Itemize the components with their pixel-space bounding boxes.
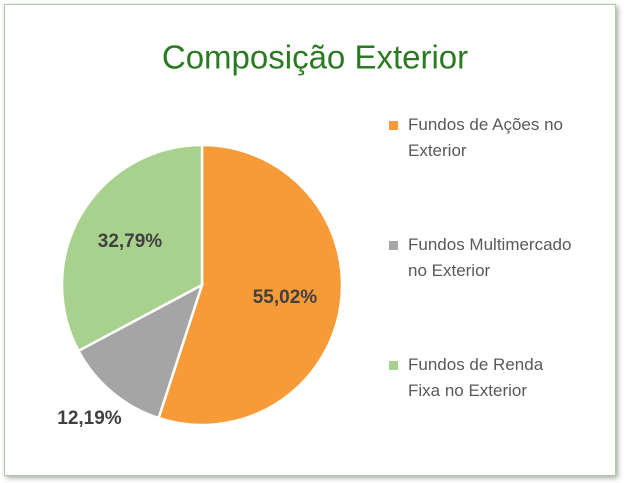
- chart-title: Composição Exterior: [162, 39, 468, 76]
- legend-swatch: [389, 361, 398, 370]
- data-label: 32,79%: [98, 231, 163, 252]
- data-label: 55,02%: [253, 287, 318, 308]
- legend-label: Fundos de Ações no Exterior: [408, 115, 564, 160]
- data-label: 12,19%: [57, 408, 122, 429]
- pie-slice: [60, 143, 204, 353]
- legend-label: Fundos de Renda Fixa no Exterior: [408, 355, 544, 400]
- legend-label: Fundos Multimercado no Exterior: [408, 235, 572, 280]
- legend-swatch: [389, 121, 398, 130]
- legend-swatch: [389, 241, 398, 250]
- pie-slice: [156, 143, 344, 427]
- pie-slice: [76, 282, 205, 420]
